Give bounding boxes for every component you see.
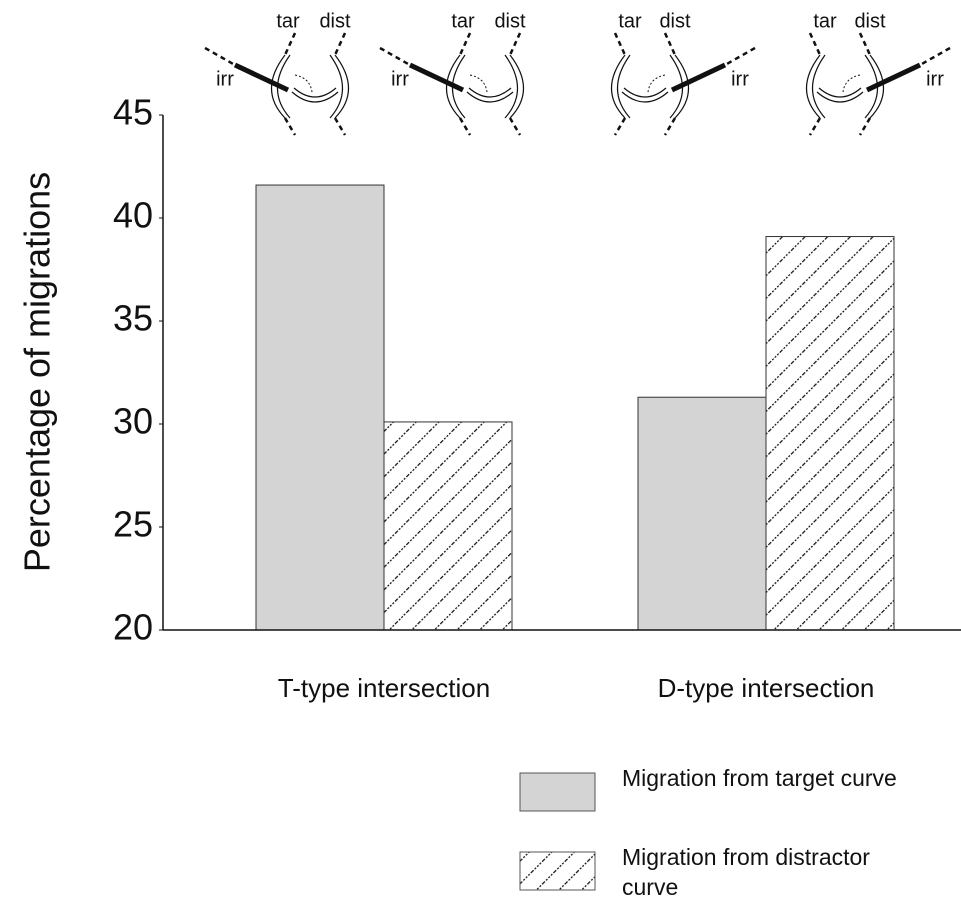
y-tick-label: 35 (113, 298, 153, 339)
icon-irr (672, 65, 725, 90)
page: Percentage of migrations 20 25 30 35 40 45 T-t… (0, 0, 961, 898)
y-tick-label: 45 (113, 92, 153, 133)
icon-irr (867, 65, 920, 90)
icon-arrow (648, 75, 665, 92)
y-tick-label: 40 (113, 195, 153, 236)
icon-curve (612, 55, 631, 118)
icon-curve (807, 55, 826, 118)
bar (256, 185, 384, 630)
icon-label: irr (391, 68, 409, 90)
icon-label: irr (216, 68, 234, 90)
icon-curve (622, 88, 668, 102)
icon-curve (292, 88, 338, 102)
icon-label: dist (854, 10, 886, 32)
icon-label: irr (731, 68, 749, 90)
icon-label: tar (451, 10, 475, 32)
icon-label: tar (813, 10, 837, 32)
icon-label: dist (319, 10, 351, 32)
icon-irr (410, 65, 463, 90)
bar (766, 237, 894, 630)
x-tick-label: D-type intersection (658, 673, 875, 703)
x-tick-label: T-type intersection (278, 673, 490, 703)
icon-label: dist (659, 10, 691, 32)
y-tick-label: 25 (113, 504, 153, 545)
y-tick-label: 30 (113, 401, 153, 442)
icon-arrow (843, 75, 860, 92)
icon-label: dist (494, 10, 526, 32)
icon-arrow (470, 75, 487, 92)
icon-curve (330, 55, 349, 118)
icon-label: tar (276, 10, 300, 32)
legend-label: Migration from target curve (622, 763, 922, 793)
bar (384, 422, 512, 630)
icon-curve (505, 55, 524, 118)
icon-irr (235, 65, 288, 90)
y-tick-label: 20 (113, 607, 153, 648)
icon-label: irr (926, 68, 944, 90)
icon-curve (467, 88, 513, 102)
y-axis-label: Percentage of migrations (17, 172, 58, 572)
legend-swatch (520, 852, 595, 890)
legend-label: Migration from distractor curve (622, 842, 922, 898)
icon-label: tar (618, 10, 642, 32)
bar (638, 397, 766, 630)
icon-curve (817, 88, 863, 102)
legend-swatch (520, 773, 595, 811)
icon-arrow (295, 75, 312, 92)
